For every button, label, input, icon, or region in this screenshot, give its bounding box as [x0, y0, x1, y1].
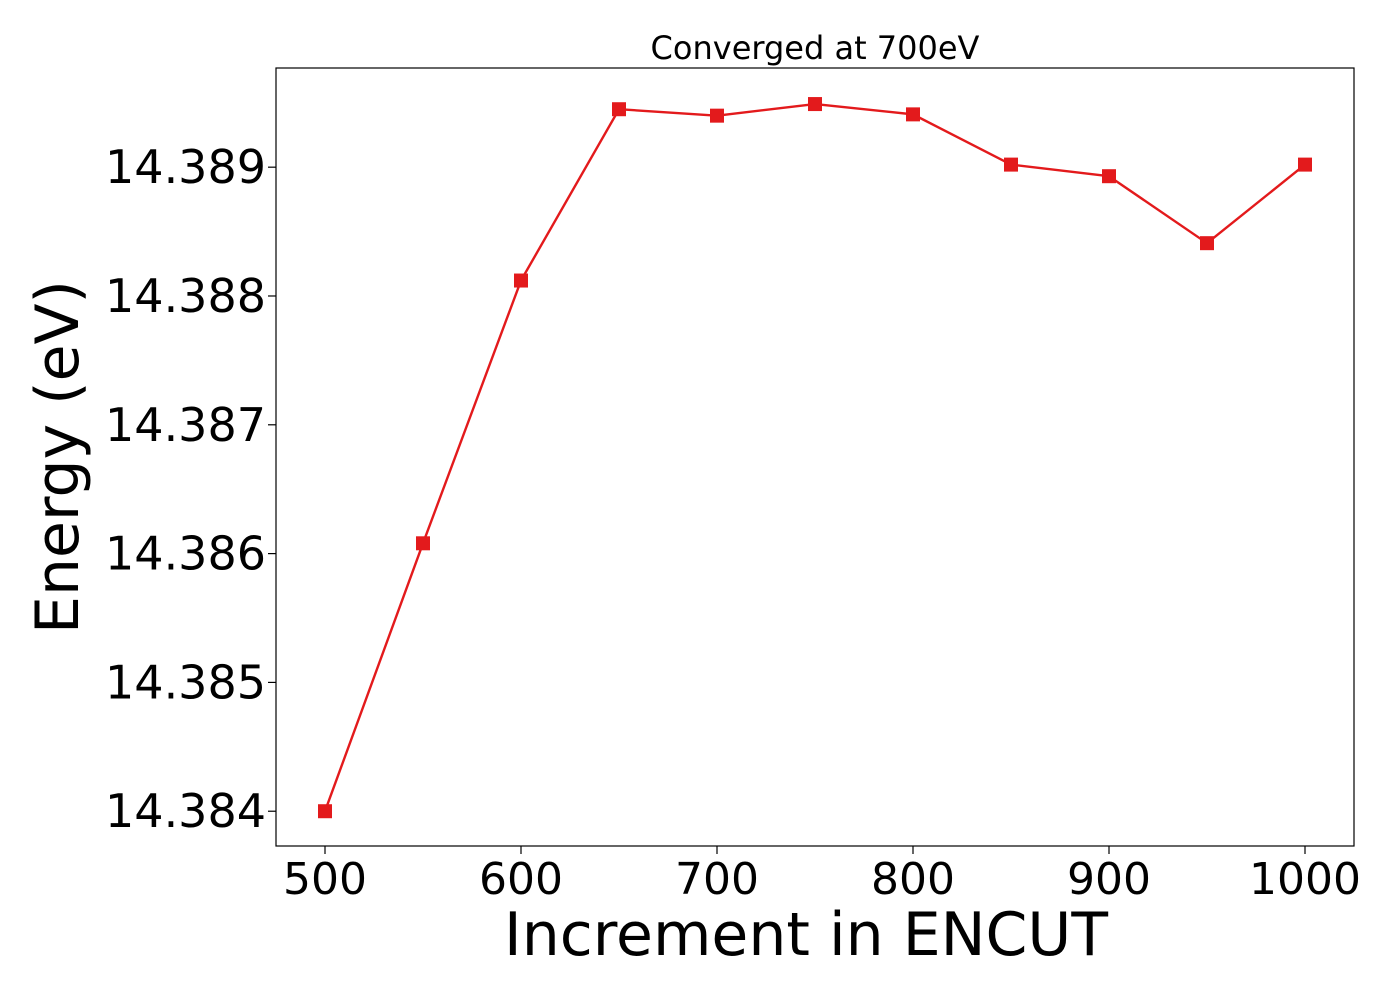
x-axis-ticks: 500 600 700 800 900 1000 — [283, 846, 1361, 905]
x-tick-label: 900 — [1067, 854, 1151, 905]
data-point-marker — [906, 107, 920, 122]
data-point-marker — [1298, 157, 1312, 172]
data-point-marker — [1004, 157, 1018, 172]
data-point-marker — [1102, 169, 1116, 184]
y-tick-label: 14.384 — [105, 784, 266, 838]
x-axis-label: Increment in ENCUT — [504, 900, 1108, 970]
data-point-marker — [318, 804, 332, 819]
x-tick-label: 500 — [283, 854, 367, 905]
series-lines — [323, 102, 1306, 812]
data-point-marker — [808, 97, 822, 112]
plot-area-frame — [275, 67, 1355, 847]
y-axis-ticks: 14.384 14.385 14.386 14.387 14.388 14.389 — [105, 140, 276, 838]
y-tick-label: 14.385 — [105, 655, 266, 709]
chart-title: Converged at 700eV — [651, 29, 980, 67]
y-tick-label: 14.387 — [105, 398, 266, 452]
x-tick-label: 800 — [871, 854, 955, 905]
data-point-marker — [710, 108, 724, 123]
data-point-marker — [514, 273, 528, 288]
data-point-marker — [1200, 236, 1214, 251]
x-tick-label: 1000 — [1249, 854, 1361, 905]
y-tick-label: 14.388 — [105, 269, 266, 323]
y-tick-label: 14.389 — [105, 140, 266, 194]
series-points — [318, 97, 1312, 819]
series-line — [323, 102, 1306, 812]
y-tick-label: 14.386 — [105, 527, 266, 581]
data-point-marker — [612, 102, 626, 117]
x-tick-label: 600 — [479, 854, 563, 905]
y-axis-label: Energy (eV) — [23, 280, 93, 634]
data-point-marker — [416, 536, 430, 551]
x-tick-label: 700 — [675, 854, 759, 905]
